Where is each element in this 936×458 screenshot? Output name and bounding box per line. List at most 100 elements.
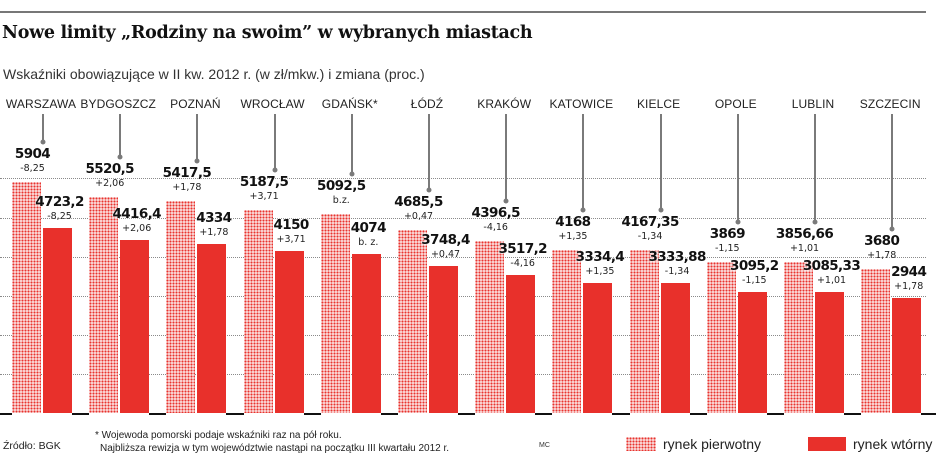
leader-dot [889, 226, 895, 232]
city-label: LUBLIN [791, 97, 835, 111]
leader-line [659, 114, 662, 211]
baseline [535, 413, 553, 415]
value-label-primary: 4685,5 [394, 193, 443, 210]
value-label-secondary: 2944 [891, 263, 927, 280]
city-label: KIELCE [636, 97, 681, 111]
value-label-secondary: 3095,2 [730, 257, 779, 274]
change-label-secondary: -4,16 [510, 258, 535, 270]
value-label-secondary: 4150 [273, 216, 310, 233]
change-label-secondary: -1,34 [664, 265, 690, 277]
bar-primary [552, 250, 582, 413]
legend-swatch-secondary [808, 437, 846, 451]
value-label-secondary: 4334 [196, 209, 232, 226]
baseline [0, 413, 12, 415]
city-label: OPOLE [714, 97, 757, 111]
leader-dot [40, 139, 46, 145]
leader-dot [349, 171, 355, 177]
gridline [0, 296, 926, 297]
leader-line [736, 114, 739, 222]
value-label-secondary: 4723,2 [35, 194, 84, 211]
leader-dot [503, 198, 509, 204]
value-label-primary: 5417,5 [162, 165, 212, 182]
source-note: Źródło: BGK [3, 440, 61, 452]
value-label-primary: 5904 [14, 146, 51, 163]
leader-dot [812, 219, 818, 225]
value-label-secondary: 4416,4 [112, 206, 161, 223]
baseline [149, 413, 167, 415]
change-label-primary: -1,34 [637, 231, 663, 243]
legend-label-secondary: rynek wtórny [853, 436, 933, 452]
bar-primary [243, 210, 273, 413]
baseline [766, 413, 784, 415]
value-label-primary: 5092,5 [317, 177, 366, 194]
value-label-primary: 3856,66 [775, 226, 834, 243]
value-label-primary: 5520,5 [85, 161, 134, 178]
bar-secondary [737, 291, 767, 413]
city-label: SZCZECIN [859, 97, 921, 111]
footnote: * Wojewoda pomorski podaje wskaźniki raz… [95, 429, 449, 455]
leader-dot [580, 207, 586, 213]
change-label-primary: +3,71 [249, 191, 279, 203]
value-label-primary: 3680 [864, 233, 900, 250]
change-label-primary: +1,35 [558, 231, 588, 243]
legend-item-secondary: rynek wtórny [808, 436, 932, 452]
bar-secondary [583, 282, 613, 413]
value-label-secondary: 4074 [350, 219, 387, 236]
leader-dot [426, 187, 432, 193]
top-rule [0, 11, 926, 13]
value-label-primary: 3869 [709, 225, 746, 242]
change-label-primary: +1,78 [172, 182, 202, 194]
bar-secondary [274, 250, 304, 413]
change-label-secondary: +1,78 [894, 280, 924, 292]
chart-title: Nowe limity „Rodziny na swoim” w wybrany… [2, 23, 533, 43]
chart-subtitle: Wskaźniki obowiązujące w II kw. 2012 r. … [3, 66, 425, 82]
baseline [72, 413, 90, 415]
change-label-secondary: +3,71 [276, 233, 306, 245]
bar-secondary [351, 253, 381, 413]
leader-line [428, 114, 430, 190]
city-label: POZNAŃ [170, 97, 221, 111]
change-label-primary: +2,06 [95, 178, 125, 190]
leader-line [42, 114, 44, 143]
leader-line [196, 114, 199, 162]
bar-primary [475, 241, 505, 413]
city-label: KRAKÓW [477, 97, 532, 111]
leader-line [891, 114, 894, 230]
value-label-secondary: 3748,4 [421, 232, 470, 249]
leader-dot [194, 158, 200, 164]
change-label-secondary: -1,15 [742, 274, 767, 286]
change-label-primary: b.z. [332, 194, 350, 206]
city-label: WARSZAWA [5, 97, 77, 111]
change-label-secondary: +2,06 [122, 223, 152, 235]
baseline [844, 413, 862, 415]
change-label-secondary: b. z. [358, 236, 379, 248]
bar-secondary [506, 275, 536, 413]
leader-dot [735, 219, 741, 225]
gridline [0, 335, 926, 336]
bar-primary [398, 229, 427, 413]
leader-dot [272, 167, 278, 173]
change-label-primary: -1,15 [715, 242, 740, 254]
change-label-primary: +0,47 [403, 210, 434, 222]
bar-secondary [892, 297, 922, 413]
bar-primary [320, 213, 350, 413]
baseline [458, 413, 476, 415]
legend-item-primary: rynek pierwotny [626, 436, 761, 452]
leader-line [505, 114, 508, 202]
baseline [689, 413, 707, 415]
change-label-secondary: -8,25 [47, 211, 72, 223]
bar-primary [784, 262, 813, 413]
bar-secondary [120, 240, 150, 413]
city-label: GDAŃSK* [321, 97, 378, 111]
baseline [226, 413, 244, 415]
author-credit: MC [539, 442, 550, 449]
bar-primary [861, 269, 891, 413]
legend-label-primary: rynek pierwotny [663, 436, 762, 452]
city-label: KATOWICE [549, 97, 614, 111]
value-label-secondary: 3085,33 [802, 258, 861, 275]
change-label-primary: -8,25 [20, 163, 45, 175]
value-label-primary: 5187,5 [239, 174, 289, 191]
leader-dot [658, 207, 664, 213]
bar-primary [629, 250, 659, 413]
